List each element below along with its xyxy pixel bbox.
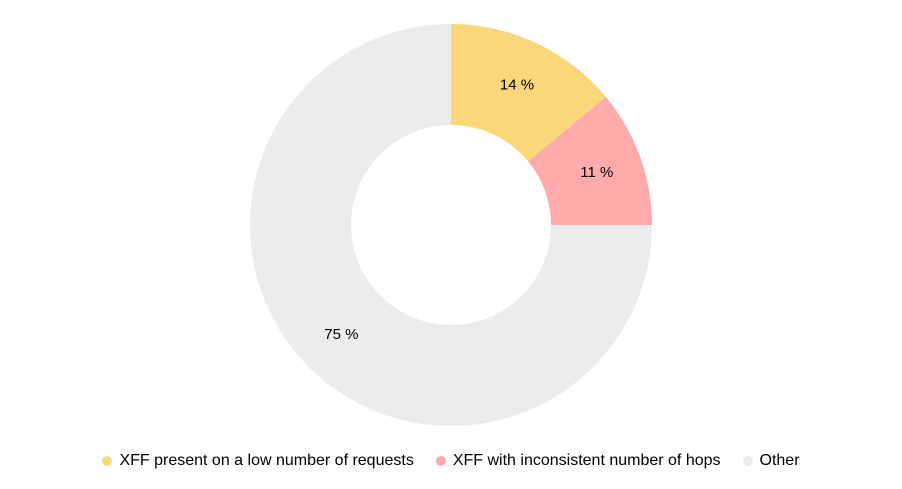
donut-slice-labels: 14 % 11 % 75 % — [324, 76, 613, 343]
slice-value-label: 11 % — [580, 164, 613, 181]
legend-dot-icon — [102, 456, 113, 466]
legend-label: Other — [759, 452, 800, 469]
legend-item-xff-present-on-a-low-number-of-requests[interactable]: XFF present on a low number of requests — [102, 448, 414, 474]
legend: XFF present on a low number of requests … — [0, 448, 902, 474]
donut-slice-other[interactable] — [250, 24, 652, 426]
legend-dot-icon — [435, 456, 446, 466]
donut-chart: 14 % 11 % 75 % — [250, 24, 652, 426]
legend-label: XFF with inconsistent number of hops — [452, 452, 721, 469]
donut-slice-xff-present-on-a-low-number-of-requests[interactable] — [451, 24, 606, 162]
legend-dot-icon — [742, 456, 753, 466]
slice-value-label: 75 % — [324, 326, 358, 343]
donut-slices — [250, 24, 652, 426]
donut-slice-xff-with-inconsistent-number-of-hops[interactable] — [528, 96, 652, 225]
legend-label: XFF present on a low number of requests — [119, 452, 414, 469]
legend-item-other[interactable]: Other — [742, 448, 800, 474]
legend-item-xff-with-inconsistent-number-of-hops[interactable]: XFF with inconsistent number of hops — [435, 448, 721, 474]
slice-value-label: 14 % — [500, 76, 534, 93]
